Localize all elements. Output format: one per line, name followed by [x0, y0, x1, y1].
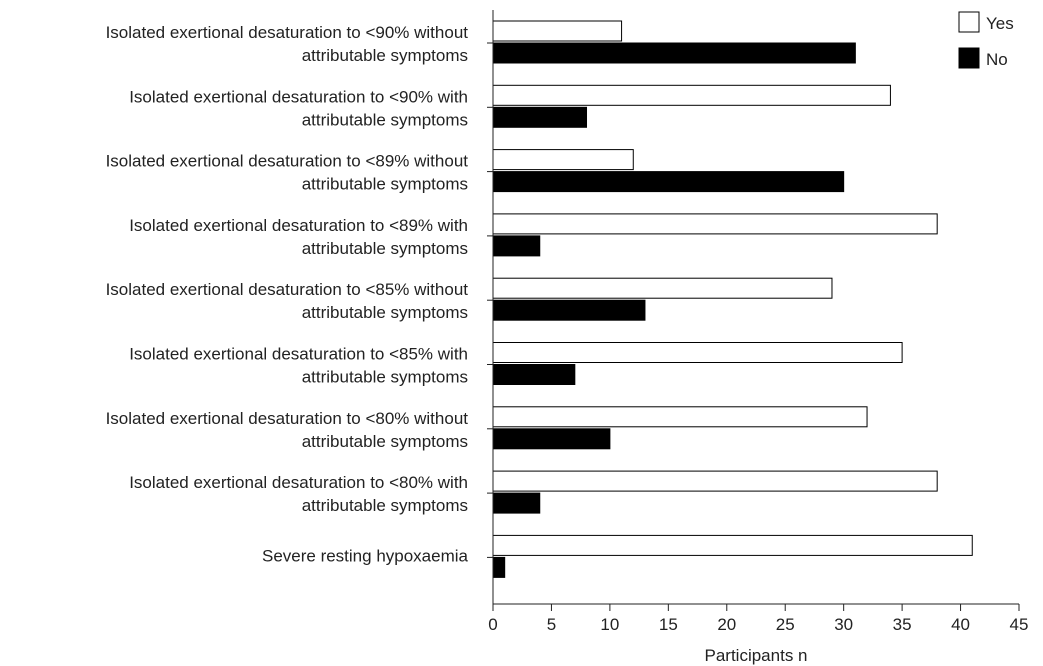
bar-no: [492, 299, 646, 321]
legend-swatch-no: [958, 47, 980, 69]
bar-yes: [492, 534, 973, 556]
bar-no: [492, 556, 506, 578]
category-label-line: Isolated exertional desaturation to <89%…: [129, 216, 468, 235]
bar-no: [492, 42, 856, 64]
bar-no: [492, 364, 576, 385]
bar-no: [492, 428, 611, 450]
category-label-line: attributable symptoms: [302, 496, 468, 515]
category-label-line: Isolated exertional desaturation to <80%…: [106, 409, 469, 428]
bar-no: [492, 492, 541, 514]
x-tick-label: 0: [488, 615, 497, 634]
category-label-line: attributable symptoms: [302, 46, 468, 65]
bar-yes: [492, 277, 833, 299]
x-tick-label: 10: [600, 615, 619, 634]
category-label-line: attributable symptoms: [302, 432, 468, 451]
legend-label-yes: Yes: [986, 14, 1014, 33]
x-tick-label: 5: [547, 615, 556, 634]
bar-yes: [492, 406, 868, 428]
bar-yes: [492, 213, 938, 235]
axes: [487, 10, 1019, 605]
x-tick-label: 25: [776, 615, 795, 634]
category-label-line: attributable symptoms: [302, 239, 468, 258]
x-tick-label: 20: [717, 615, 736, 634]
bar-no: [492, 106, 588, 128]
x-axis-title: Participants n: [705, 646, 808, 665]
bar-yes: [492, 149, 634, 171]
category-label-line: Isolated exertional desaturation to <89%…: [106, 152, 469, 171]
category-label-line: Isolated exertional desaturation to <85%…: [129, 345, 468, 364]
legend-swatch-yes: [958, 11, 980, 33]
bar-yes: [492, 20, 623, 42]
category-label-line: attributable symptoms: [302, 175, 468, 194]
x-tick-label: 35: [893, 615, 912, 634]
category-label-line: Isolated exertional desaturation to <80%…: [129, 473, 468, 492]
legend-label-no: No: [986, 50, 1008, 69]
bar-yes: [492, 84, 891, 106]
category-label-line: Isolated exertional desaturation to <90%…: [106, 23, 469, 42]
x-axis-ticks: 0 5 10 15 20 25 30 35 40 45: [488, 604, 1028, 634]
category-label-line: attributable symptoms: [302, 110, 468, 129]
category-labels: Isolated exertional desaturation to <90%…: [106, 23, 469, 565]
x-tick-label: 45: [1010, 615, 1029, 634]
bars-group: [492, 20, 973, 578]
category-label-line: attributable symptoms: [302, 303, 468, 322]
legend: Yes No: [958, 11, 1014, 69]
category-label-line: Isolated exertional desaturation to <90%…: [129, 87, 468, 106]
category-label-line: Isolated exertional desaturation to <85%…: [106, 280, 469, 299]
bar-yes: [492, 470, 938, 492]
bar-no: [492, 171, 845, 193]
x-tick-label: 40: [951, 615, 970, 634]
bar-no: [492, 235, 541, 257]
x-tick-label: 30: [834, 615, 853, 634]
category-label-line: Severe resting hypoxaemia: [262, 546, 469, 565]
x-tick-label: 15: [659, 615, 678, 634]
bar-yes: [492, 342, 903, 363]
category-label-line: attributable symptoms: [302, 368, 468, 387]
